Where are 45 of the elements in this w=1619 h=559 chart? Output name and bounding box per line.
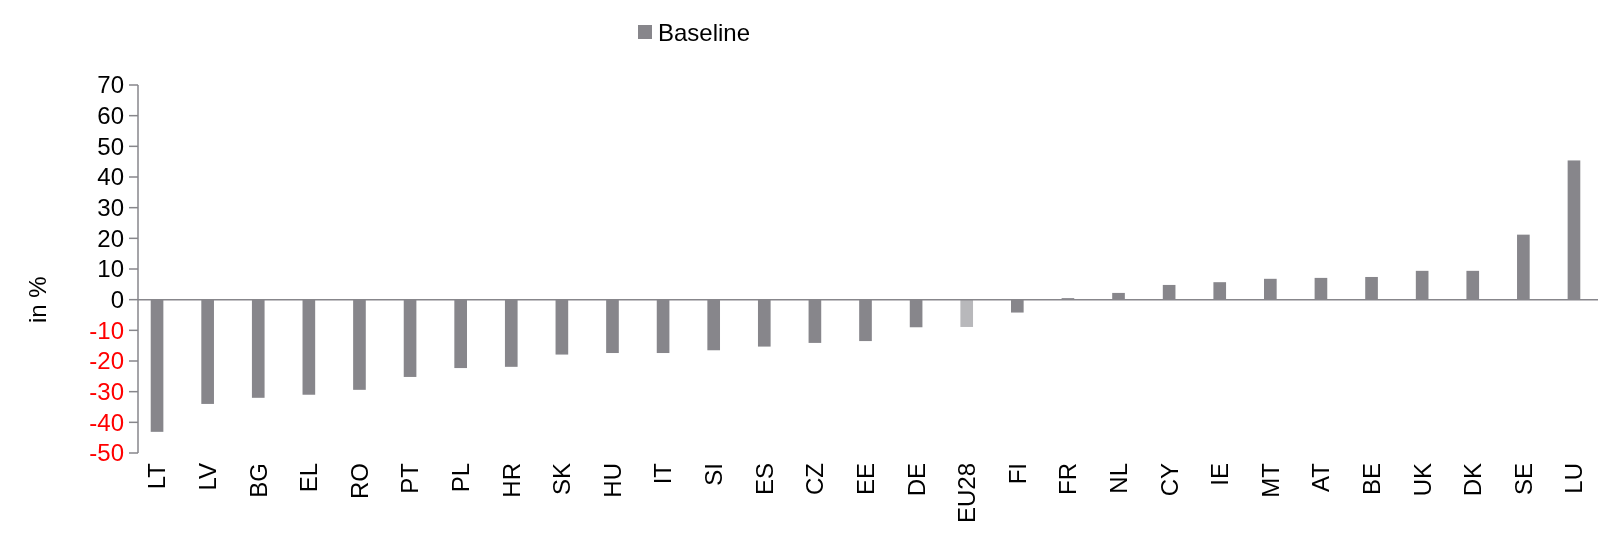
x-tick-label: EE xyxy=(851,463,879,496)
y-tick-label: -50 xyxy=(89,439,124,467)
x-tick-label: UK xyxy=(1408,463,1436,497)
y-tick-label: 0 xyxy=(110,286,124,314)
x-tick-label: PT xyxy=(396,462,424,494)
x-tick-label: EU28 xyxy=(953,463,981,524)
x-tick-label: EL xyxy=(295,463,323,493)
x-tick-label: IT xyxy=(649,462,677,485)
y-tick-label: -30 xyxy=(89,378,124,406)
x-tick-label: HR xyxy=(497,463,525,498)
x-tick-label: FR xyxy=(1054,463,1082,495)
x-tick-label: HU xyxy=(598,463,626,498)
x-tick-label: FI xyxy=(1003,463,1031,485)
x-tick-label: ES xyxy=(750,463,778,496)
x-tick-label: DE xyxy=(902,463,930,497)
x-tick-label: BE xyxy=(1357,463,1385,496)
x-tick-label: SI xyxy=(700,463,728,486)
x-tick-label: LT xyxy=(143,462,171,490)
y-tick-label: 40 xyxy=(97,163,124,191)
y-tick-label: -20 xyxy=(89,347,124,375)
y-tick-label: 50 xyxy=(97,132,124,160)
legend-label: Baseline xyxy=(658,19,751,47)
y-tick-label: 20 xyxy=(97,224,124,252)
x-tick-label: SE xyxy=(1509,463,1537,496)
y-tick-label: -10 xyxy=(89,316,124,344)
x-tick-label: BG xyxy=(244,463,272,498)
y-tick-label: 10 xyxy=(97,255,124,283)
x-tick-label: IE xyxy=(1206,463,1234,486)
x-tick-label: LV xyxy=(194,463,222,491)
y-tick-label: -40 xyxy=(89,408,124,436)
x-tick-label: MT xyxy=(1256,462,1284,498)
x-tick-label: DK xyxy=(1459,463,1487,497)
x-tick-label: RO xyxy=(345,463,373,499)
x-tick-label: PL xyxy=(447,463,475,493)
x-tick-label: LU xyxy=(1560,463,1588,494)
x-tick-label: AT xyxy=(1307,462,1335,492)
y-tick-label: 70 xyxy=(97,71,124,99)
x-tick-label: NL xyxy=(1104,463,1132,494)
x-tick-label: CY xyxy=(1155,463,1183,497)
y-axis-title: in % xyxy=(24,276,51,324)
x-tick-label: SK xyxy=(548,463,576,496)
y-tick-label: 60 xyxy=(97,102,124,130)
x-tick-label: CZ xyxy=(801,463,829,495)
y-tick-label: 30 xyxy=(97,194,124,222)
bar xyxy=(960,299,974,327)
